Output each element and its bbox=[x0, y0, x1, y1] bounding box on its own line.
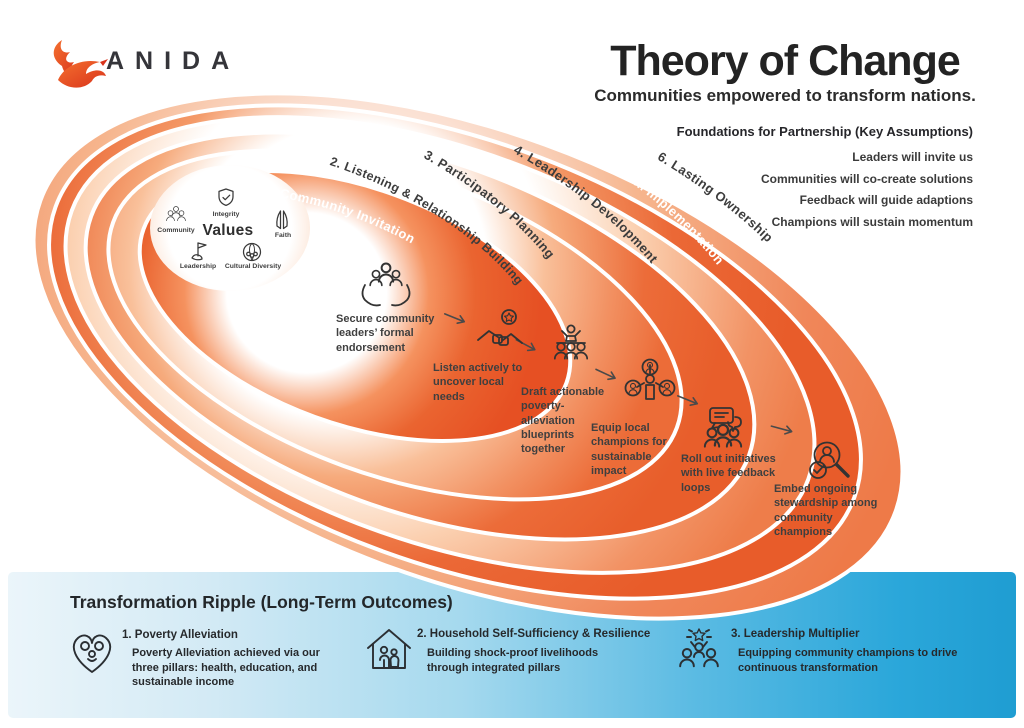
handshake-badge-icon bbox=[477, 309, 523, 346]
magnifier-person-check-icon bbox=[809, 441, 850, 479]
step-6-text: Embed ongoing stewardship among communit… bbox=[774, 483, 878, 538]
outcome-2-title: 2. Household Self-Sufficiency & Resilien… bbox=[417, 628, 651, 640]
outcomes-heading: Transformation Ripple (Long-Term Outcome… bbox=[70, 592, 453, 612]
assumption-item: Feedback will guide adaptions bbox=[799, 193, 973, 207]
star-leader-group-icon bbox=[679, 628, 719, 668]
value-label-leadership: Leadership bbox=[179, 263, 217, 270]
outcome-1-desc: Poverty Alleviation achieved via our thr… bbox=[132, 647, 320, 689]
assumption-item: Champions will sustain momentum bbox=[771, 214, 973, 229]
facilitator-group-icon bbox=[553, 324, 589, 360]
outcome-2-desc: Building shock-proof livelihoods through… bbox=[427, 647, 599, 674]
assumptions-heading: Foundations for Partnership (Key Assumpt… bbox=[676, 124, 973, 139]
step-4-text: Equip local champions for sustainable im… bbox=[591, 422, 667, 477]
leadership-flag-icon bbox=[191, 242, 207, 261]
network-people-icon bbox=[624, 358, 676, 400]
people-in-hands-icon bbox=[361, 262, 411, 307]
values-circle bbox=[150, 165, 310, 291]
cultural-diversity-globe-icon bbox=[242, 242, 262, 262]
house-family-icon bbox=[367, 629, 411, 669]
page-subtitle: Communities empowered to transform natio… bbox=[594, 86, 976, 105]
arrow-step1-to-step2-icon bbox=[444, 313, 466, 325]
arrow-step4-to-step5-icon bbox=[677, 395, 699, 407]
arrow-step3-to-step4-icon bbox=[595, 368, 616, 381]
step-3-text: Draft actionable poverty-alleviation blu… bbox=[521, 386, 605, 456]
integrity-shield-icon bbox=[218, 188, 234, 207]
key-assumptions-block: Foundations for Partnership (Key Assumpt… bbox=[633, 124, 973, 233]
phoenix-bird-logo-icon bbox=[53, 40, 108, 88]
assumption-item: Leaders will invite us bbox=[852, 150, 973, 164]
value-label-cultural-diversity: Cultural Diversity bbox=[224, 263, 282, 270]
value-label-faith: Faith bbox=[274, 232, 292, 239]
assumption-item: Communities will co-create solutions bbox=[760, 171, 973, 186]
step-1-text: Secure community leaders’ formal endorse… bbox=[336, 313, 435, 354]
value-label-integrity: Integrity bbox=[212, 211, 240, 218]
step-2-text: Listen actively to uncover local needs bbox=[433, 362, 523, 403]
value-label-community: Community bbox=[157, 227, 195, 234]
arrow-step5-to-step6-icon bbox=[770, 425, 793, 435]
outcome-3-desc: Equipping community champions to drive c… bbox=[738, 647, 958, 674]
group-feedback-icon bbox=[703, 407, 743, 448]
outcome-1-title: 1. Poverty Alleviation bbox=[122, 629, 238, 641]
step-5-text: Roll out initiatives with live feedback … bbox=[681, 453, 776, 494]
family-heart-icon bbox=[73, 634, 111, 673]
faith-praying-hands-icon bbox=[276, 210, 288, 230]
values-title: Values bbox=[202, 222, 254, 239]
brand-name: ANIDA bbox=[106, 47, 241, 75]
page-title: Theory of Change bbox=[610, 37, 961, 85]
outcome-3-title: 3. Leadership Multiplier bbox=[731, 628, 860, 640]
